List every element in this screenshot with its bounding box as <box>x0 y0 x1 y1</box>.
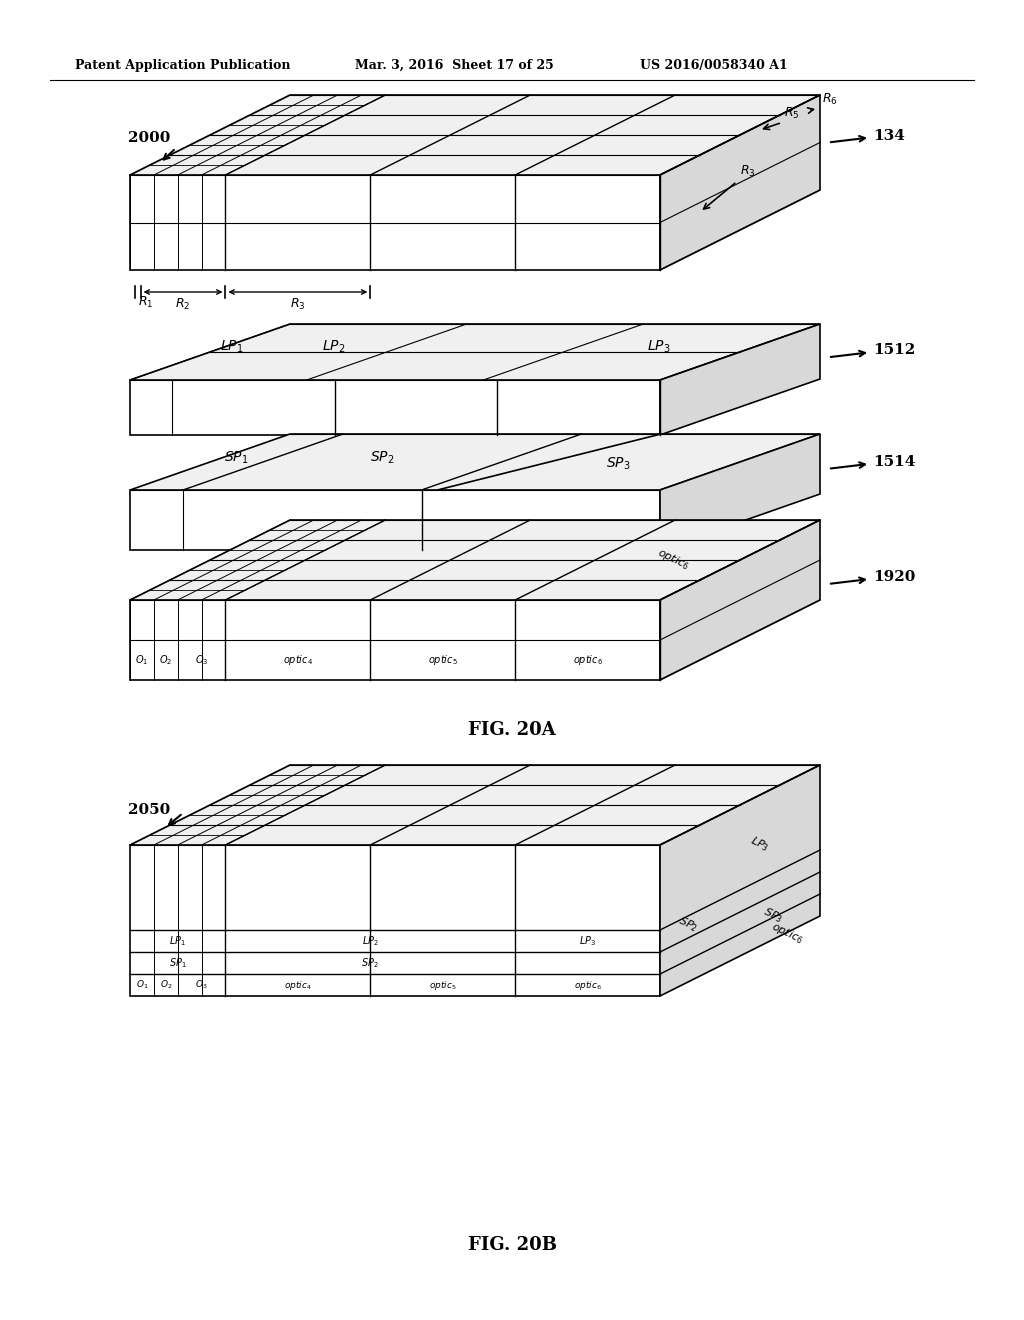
Text: $LP_1$: $LP_1$ <box>169 935 186 948</box>
Text: 2050: 2050 <box>128 803 170 817</box>
Text: $R_2$: $R_2$ <box>175 297 190 312</box>
Text: $SP_2$: $SP_2$ <box>370 450 394 466</box>
Polygon shape <box>130 95 820 176</box>
Text: $LP_2$: $LP_2$ <box>361 935 379 948</box>
Polygon shape <box>130 490 660 550</box>
Text: 2000: 2000 <box>128 131 170 145</box>
Polygon shape <box>660 323 820 436</box>
Text: $LP_3$: $LP_3$ <box>579 935 596 948</box>
Text: $SP_3$: $SP_3$ <box>606 455 631 471</box>
Text: $optic_5$: $optic_5$ <box>428 653 458 667</box>
Text: FIG. 20B: FIG. 20B <box>468 1236 556 1254</box>
Polygon shape <box>130 520 820 601</box>
Polygon shape <box>660 766 820 997</box>
Text: $R_6$: $R_6$ <box>822 91 838 107</box>
Text: 1512: 1512 <box>873 343 915 358</box>
Text: 134: 134 <box>873 128 905 143</box>
Text: $optic_6$: $optic_6$ <box>655 545 692 573</box>
Text: $SP_2$: $SP_2$ <box>676 913 700 935</box>
Text: Patent Application Publication: Patent Application Publication <box>75 58 291 71</box>
Text: $R_5$: $R_5$ <box>784 106 800 120</box>
Polygon shape <box>130 845 660 997</box>
Polygon shape <box>130 434 820 490</box>
Polygon shape <box>130 601 660 680</box>
Text: 1514: 1514 <box>873 455 915 469</box>
Text: $optic_6$: $optic_6$ <box>769 919 806 946</box>
Text: $R_3$: $R_3$ <box>290 297 305 312</box>
Text: $SP_1$: $SP_1$ <box>169 956 186 970</box>
Text: $O_3$: $O_3$ <box>196 978 208 991</box>
Text: $O_2$: $O_2$ <box>159 653 172 667</box>
Polygon shape <box>660 434 820 550</box>
Text: $LP_3$: $LP_3$ <box>647 339 671 355</box>
Text: $optic_6$: $optic_6$ <box>573 978 601 991</box>
Polygon shape <box>660 95 820 271</box>
Text: $O_1$: $O_1$ <box>135 653 148 667</box>
Text: $O_2$: $O_2$ <box>160 978 172 991</box>
Polygon shape <box>130 176 660 271</box>
Polygon shape <box>130 380 660 436</box>
Polygon shape <box>130 766 820 845</box>
Text: $O_1$: $O_1$ <box>135 978 148 991</box>
Text: $R_3$: $R_3$ <box>740 164 756 178</box>
Text: $R_1$: $R_1$ <box>138 294 154 310</box>
Text: $SP_2$: $SP_2$ <box>361 956 379 970</box>
Text: 1920: 1920 <box>873 570 915 583</box>
Text: $optic_5$: $optic_5$ <box>429 978 457 991</box>
Text: Mar. 3, 2016  Sheet 17 of 25: Mar. 3, 2016 Sheet 17 of 25 <box>355 58 554 71</box>
Text: $LP_3$: $LP_3$ <box>748 833 771 854</box>
Polygon shape <box>130 323 820 380</box>
Text: $optic_6$: $optic_6$ <box>572 653 602 667</box>
Text: $LP_2$: $LP_2$ <box>322 339 345 355</box>
Text: $SP_3$: $SP_3$ <box>761 904 785 925</box>
Text: FIG. 20A: FIG. 20A <box>468 721 556 739</box>
Text: $optic_4$: $optic_4$ <box>283 653 313 667</box>
Polygon shape <box>660 520 820 680</box>
Text: $SP_1$: $SP_1$ <box>224 450 249 466</box>
Text: $optic_4$: $optic_4$ <box>284 978 311 991</box>
Text: $LP_1$: $LP_1$ <box>219 339 243 355</box>
Text: US 2016/0058340 A1: US 2016/0058340 A1 <box>640 58 787 71</box>
Text: $O_3$: $O_3$ <box>195 653 208 667</box>
